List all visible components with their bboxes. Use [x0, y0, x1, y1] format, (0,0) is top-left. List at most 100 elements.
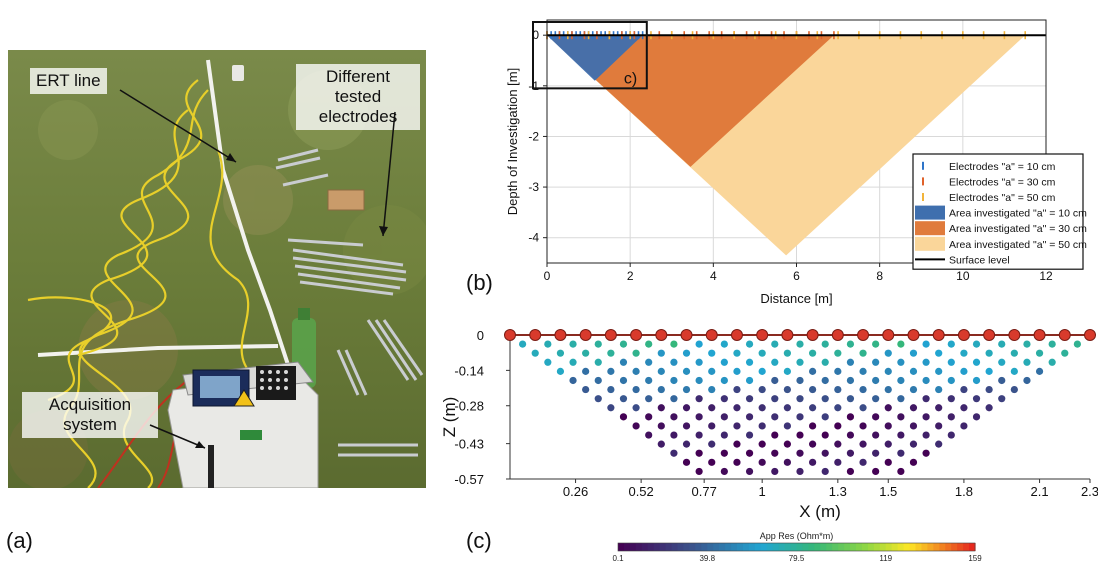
pseudo-data-point — [645, 413, 653, 421]
pseudo-data-point — [821, 467, 829, 476]
pseudo-data-point — [947, 358, 955, 366]
pseudo-data-point — [695, 413, 703, 421]
doi-ytick-label: 0 — [532, 28, 539, 42]
pseudo-data-point — [960, 349, 968, 357]
pseudo-data-point — [544, 358, 552, 366]
pseudo-data-point — [556, 367, 565, 375]
pseudo-data-point — [909, 385, 918, 394]
pseudo-data-point — [619, 395, 628, 403]
pseudo-data-point — [720, 395, 728, 403]
pseudo-data-point — [1010, 367, 1018, 375]
pseudo-data-point — [846, 413, 855, 421]
pseudo-xtick-label: 1.3 — [829, 484, 847, 499]
pseudo-data-point — [972, 376, 981, 385]
pseudo-data-point — [720, 467, 728, 476]
pseudo-xtick-label: 1.8 — [955, 484, 973, 499]
pseudo-data-point — [720, 413, 728, 421]
pseudo-data-point — [745, 449, 754, 457]
pseudo-data-point — [935, 349, 943, 357]
doi-legend-label: Surface level — [949, 254, 1010, 266]
pseudo-data-point — [935, 422, 943, 430]
pseudo-y-axis-label: Z (m) — [440, 397, 459, 438]
pseudo-data-point — [594, 376, 602, 385]
pseudo-data-point — [972, 395, 981, 403]
pseudo-electrode — [781, 329, 794, 341]
pseudo-data-point — [884, 440, 892, 448]
pseudo-data-point — [771, 395, 779, 403]
pseudo-data-point — [657, 440, 665, 448]
pseudo-data-point — [809, 385, 817, 394]
pseudo-data-point — [745, 376, 754, 385]
pseudo-data-point — [758, 422, 766, 430]
arrowhead-acquisition — [195, 441, 205, 448]
pseudo-data-point — [745, 413, 754, 421]
pseudo-data-point — [846, 449, 855, 457]
pseudo-data-point — [998, 376, 1006, 385]
pseudo-electrode — [806, 329, 819, 341]
pseudo-electrode — [1033, 329, 1046, 341]
pseudo-data-point — [695, 395, 703, 403]
pseudo-data-point — [569, 376, 577, 385]
doi-y-axis-label: Depth of Investigation [m] — [505, 68, 520, 215]
pseudo-ytick-label: -0.57 — [454, 472, 484, 487]
pseudo-data-point — [582, 385, 590, 394]
pseudo-data-point — [909, 422, 918, 430]
arrow-acquisition — [149, 424, 206, 449]
colorbar-segment — [748, 543, 756, 551]
pseudo-data-point — [682, 422, 691, 430]
pseudo-data-point — [682, 385, 691, 394]
pseudo-data-point — [733, 422, 741, 430]
pseudo-data-point — [619, 340, 628, 348]
pseudo-data-point — [809, 440, 817, 448]
pseudo-data-point — [947, 413, 955, 421]
pseudo-data-point — [985, 349, 993, 357]
pseudo-data-point — [846, 358, 855, 366]
pseudo-data-point — [859, 458, 867, 466]
doi-legend-swatch — [915, 236, 945, 251]
pseudo-data-point — [708, 367, 716, 375]
pseudo-data-point — [821, 395, 829, 403]
doi-xtick-label: 2 — [627, 269, 634, 283]
pseudo-data-point — [594, 358, 602, 366]
colorbar-segment — [719, 543, 726, 551]
pseudo-data-point — [733, 440, 741, 448]
pseudo-data-point — [594, 395, 602, 403]
pseudo-data-point — [872, 358, 880, 366]
pseudo-data-point — [834, 349, 842, 357]
pseudo-data-point — [645, 431, 653, 439]
pseudo-data-point — [834, 404, 842, 412]
colorbar-segment — [826, 543, 833, 551]
pseudo-data-point — [922, 376, 930, 385]
pseudo-data-point — [859, 440, 867, 448]
panel-label-b: (b) — [466, 270, 493, 295]
pseudo-data-point — [998, 340, 1006, 348]
pseudo-data-point — [859, 349, 867, 357]
pseudo-electrode — [857, 329, 870, 341]
colorbar-segment — [891, 543, 899, 551]
colorbar-segment — [832, 543, 839, 551]
pseudo-data-point — [796, 467, 804, 476]
pseudo-electrode — [604, 329, 617, 341]
colorbar-segment — [707, 543, 714, 551]
colorbar-segment — [873, 543, 881, 551]
colorbar-segment — [647, 543, 655, 551]
pseudo-electrode — [529, 329, 542, 341]
pseudo-data-point — [695, 340, 703, 348]
colorbar-segment — [635, 543, 643, 551]
pseudo-data-point — [909, 458, 918, 466]
colorbar-segment — [861, 543, 869, 551]
pseudo-data-point — [922, 358, 930, 366]
pseudo-data-point — [745, 395, 754, 403]
pseudo-data-point — [897, 376, 905, 385]
doi-xtick-label: 0 — [544, 269, 551, 283]
pseudo-data-point — [922, 413, 930, 421]
pseudo-data-point — [783, 385, 791, 394]
pseudo-data-point — [909, 349, 918, 357]
pseudo-xtick-label: 0.52 — [628, 484, 653, 499]
colorbar-segment — [915, 543, 923, 551]
pseudo-data-point — [783, 422, 791, 430]
pseudo-electrode — [705, 329, 718, 341]
pseudo-data-point — [796, 340, 804, 348]
pseudo-data-point — [872, 467, 880, 476]
pseudo-data-point — [909, 367, 918, 375]
